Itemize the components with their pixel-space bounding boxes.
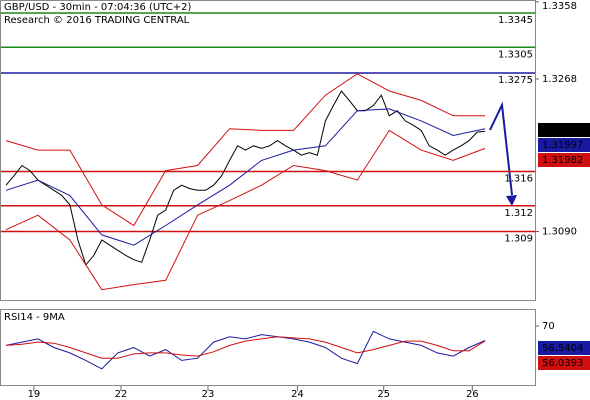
marker-box: [538, 341, 590, 355]
series-line: [5, 336, 486, 359]
marker-box: [538, 123, 590, 137]
level-label: 1.309: [504, 233, 533, 244]
x-tick-label: 25: [377, 389, 390, 400]
price-marker: 1.31997: [538, 138, 590, 152]
x-tick-label: 26: [466, 389, 479, 400]
rsi-panel: [0, 309, 536, 386]
price-marker: 56.5404: [538, 341, 590, 355]
marker-label: 56.5404: [542, 343, 583, 354]
series-line: [5, 330, 486, 370]
marker-label: 56.0393: [542, 358, 583, 369]
arrow-head: [506, 195, 517, 206]
series-line: [5, 129, 486, 291]
y-tick-label: 1.3358: [542, 1, 577, 12]
forecast-arrow: [489, 101, 513, 196]
x-tick-label: 19: [28, 389, 41, 400]
level-label: 1.3305: [498, 49, 533, 60]
y-tick-label: 1.3090: [542, 226, 577, 237]
x-tick-label: 24: [291, 389, 304, 400]
level-label: 1.3275: [498, 75, 533, 86]
series-line: [5, 73, 486, 227]
marker-label: 1.31997: [542, 140, 583, 151]
rsi-title: RSI14 - 9MA: [4, 312, 65, 323]
series-line: [5, 108, 486, 246]
level-label: 1.312: [504, 208, 533, 219]
y-tick-label: 70: [542, 321, 555, 332]
marker-label: 1.3207: [542, 125, 577, 136]
marker-box: [538, 356, 590, 370]
chart-title: GBP/USD - 30min - 07:04:36 (UTC+2): [4, 2, 191, 13]
price-panel: [0, 0, 536, 301]
price-marker: 1.31982: [538, 153, 590, 167]
chart-subtitle: Research © 2016 TRADING CENTRAL: [4, 15, 190, 26]
level-label: 1.316: [504, 173, 533, 184]
marker-box: [538, 138, 590, 152]
marker-label: 1.31982: [542, 155, 583, 166]
level-label: 1.3345: [498, 15, 533, 26]
price-marker: 1.3207: [538, 123, 590, 137]
marker-box: [538, 153, 590, 167]
y-tick-label: 1.3268: [542, 74, 577, 85]
x-tick-label: 23: [202, 389, 215, 400]
x-tick-label: 22: [115, 389, 128, 400]
price-marker: 56.0393: [538, 356, 590, 370]
